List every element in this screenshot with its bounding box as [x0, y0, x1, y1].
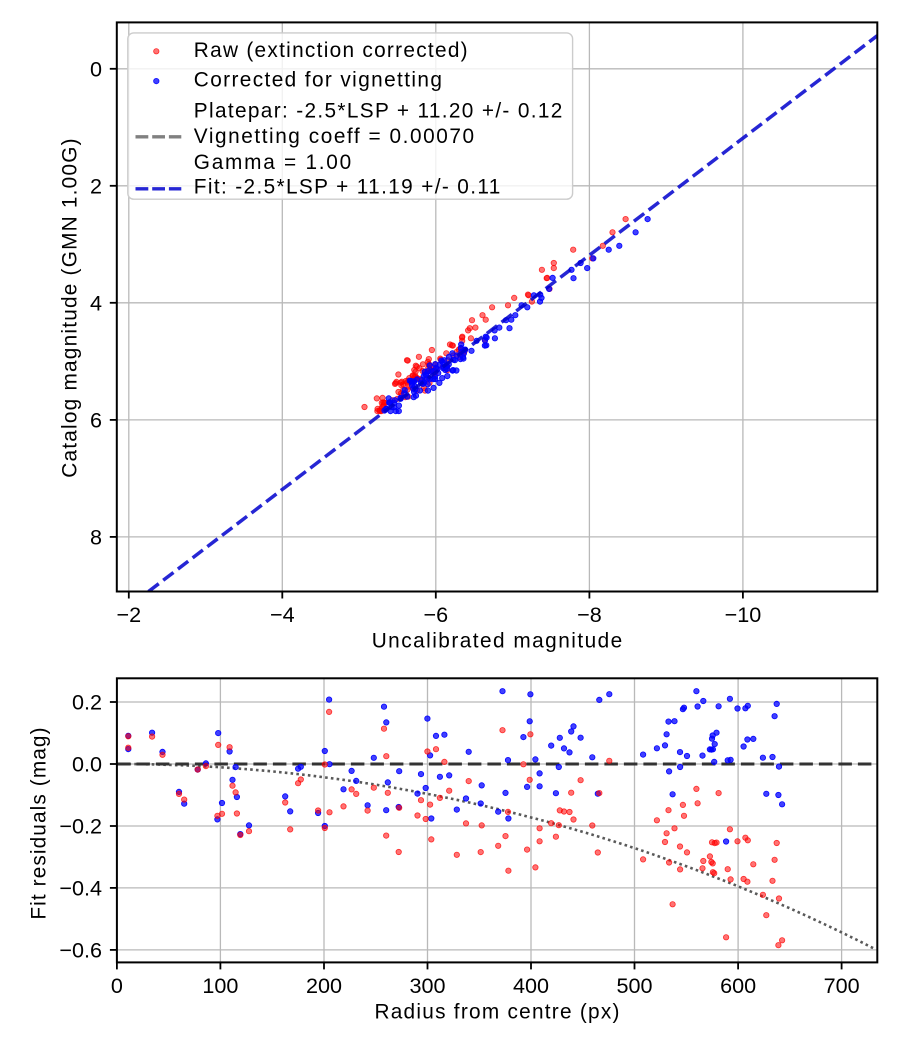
svg-text:8: 8: [90, 525, 102, 550]
svg-text:−6: −6: [423, 602, 448, 627]
svg-text:−10: −10: [725, 602, 762, 627]
svg-text:100: 100: [202, 973, 238, 998]
svg-text:Vignetting coeff = 0.00070: Vignetting coeff = 0.00070: [194, 125, 476, 148]
svg-text:0: 0: [111, 973, 123, 998]
svg-text:Uncalibrated magnitude: Uncalibrated magnitude: [372, 629, 624, 652]
svg-text:Platepar: -2.5*LSP + 11.20 +/-: Platepar: -2.5*LSP + 11.20 +/- 0.12: [194, 99, 564, 122]
svg-text:Fit residuals (mag): Fit residuals (mag): [28, 726, 51, 919]
svg-text:Catalog magnitude (GMN 1.00G): Catalog magnitude (GMN 1.00G): [59, 137, 82, 478]
svg-text:−0.2: −0.2: [59, 814, 102, 839]
svg-text:0.2: 0.2: [72, 690, 102, 715]
svg-text:200: 200: [306, 973, 342, 998]
svg-text:−8: −8: [577, 602, 602, 627]
svg-text:Gamma = 1.00: Gamma = 1.00: [194, 151, 353, 174]
svg-text:0: 0: [90, 57, 102, 82]
svg-text:−0.4: −0.4: [59, 876, 102, 901]
svg-text:Fit: -2.5*LSP + 11.19 +/- 0.11: Fit: -2.5*LSP + 11.19 +/- 0.11: [194, 175, 502, 198]
svg-text:−0.6: −0.6: [59, 938, 102, 963]
svg-text:300: 300: [409, 973, 445, 998]
svg-text:Corrected for vignetting: Corrected for vignetting: [194, 69, 444, 92]
svg-text:4: 4: [90, 291, 102, 316]
svg-text:−2: −2: [116, 602, 141, 627]
svg-text:500: 500: [616, 973, 652, 998]
svg-text:600: 600: [720, 973, 756, 998]
svg-text:400: 400: [513, 973, 549, 998]
svg-text:Radius from centre (px): Radius from centre (px): [374, 1001, 620, 1024]
svg-text:6: 6: [90, 408, 102, 433]
svg-text:2: 2: [90, 174, 102, 199]
svg-text:0.0: 0.0: [72, 752, 102, 777]
svg-text:700: 700: [824, 973, 860, 998]
svg-text:Raw (extinction corrected): Raw (extinction corrected): [194, 39, 469, 62]
svg-text:−4: −4: [270, 602, 295, 627]
